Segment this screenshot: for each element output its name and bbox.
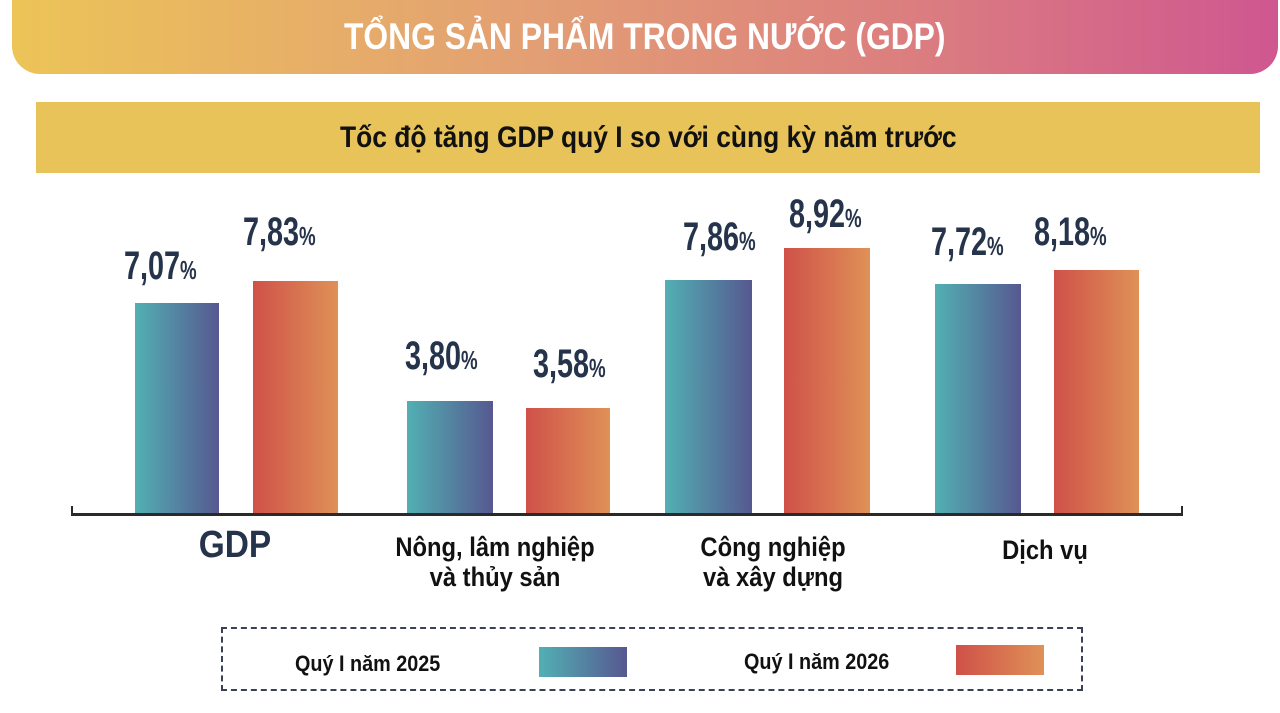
value-label-industry-2026: 8,92% xyxy=(789,192,862,236)
x-axis-tick-right xyxy=(1181,506,1183,516)
category-label-services: Dịch vụ xyxy=(1002,535,1088,565)
bar-services-2026 xyxy=(1054,270,1139,513)
x-axis-tick-left xyxy=(71,506,73,516)
value-label-industry-2025: 7,86% xyxy=(683,215,756,259)
category-label-gdp: GDP xyxy=(198,524,272,566)
bar-agri-2025 xyxy=(407,401,493,513)
title-banner: TỔNG SẢN PHẨM TRONG NƯỚC (GDP) xyxy=(12,0,1278,74)
legend-label-2026: Quý I năm 2026 xyxy=(744,649,890,674)
legend-swatch-2025 xyxy=(539,647,627,677)
value-label-agri-2026: 3,58% xyxy=(533,342,606,386)
page-title: TỔNG SẢN PHẨM TRONG NƯỚC (GDP) xyxy=(344,16,946,57)
value-label-services-2025: 7,72% xyxy=(931,220,1004,264)
legend-label-2025: Quý I năm 2025 xyxy=(295,651,441,676)
bar-industry-2025 xyxy=(665,280,752,513)
bar-services-2025 xyxy=(935,284,1021,513)
chart-subtitle: Tốc độ tăng GDP quý I so với cùng kỳ năm… xyxy=(339,120,957,154)
bar-gdp-2025 xyxy=(135,303,219,513)
x-axis-line xyxy=(71,513,1183,516)
value-label-gdp-2025: 7,07% xyxy=(124,244,197,288)
bar-agri-2026 xyxy=(526,408,610,513)
value-label-gdp-2026: 7,83% xyxy=(243,210,316,254)
chart-legend: Quý I năm 2025 Quý I năm 2026 xyxy=(221,627,1083,691)
bar-industry-2026 xyxy=(784,248,870,513)
value-label-services-2026: 8,18% xyxy=(1034,210,1107,254)
category-label-agriculture: Nông, lâm nghiệp và thủy sản xyxy=(395,532,595,592)
legend-swatch-2026 xyxy=(956,645,1044,675)
category-label-industry: Công nghiệp và xây dựng xyxy=(700,532,846,592)
bar-gdp-2026 xyxy=(253,281,338,513)
subtitle-banner: Tốc độ tăng GDP quý I so với cùng kỳ năm… xyxy=(36,102,1260,173)
value-label-agri-2025: 3,80% xyxy=(405,334,478,378)
